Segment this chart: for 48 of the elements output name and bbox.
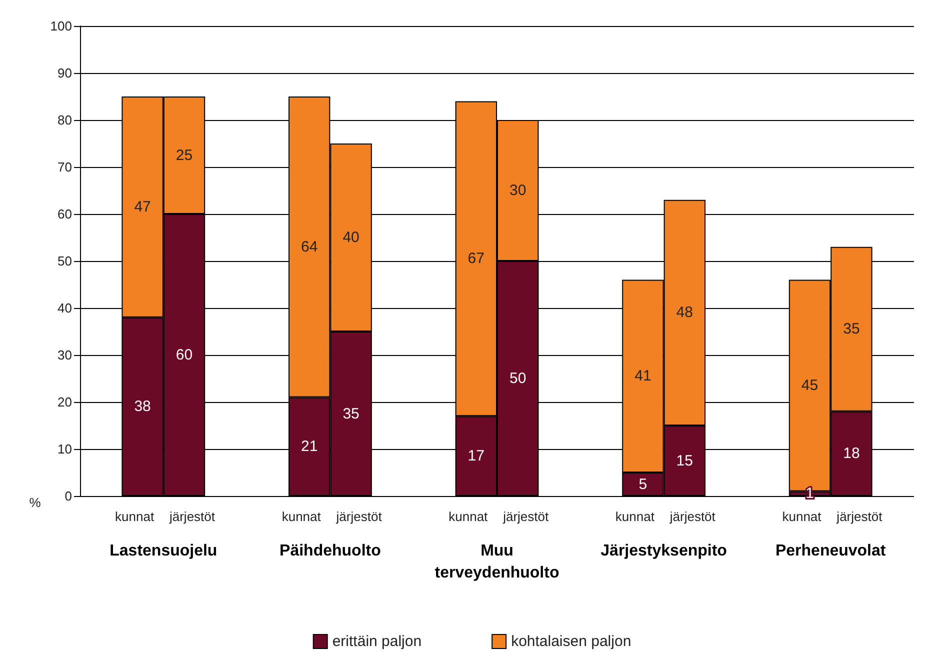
data-label: 48 (676, 304, 693, 322)
data-label: 41 (634, 368, 652, 385)
data-label: 38 (134, 398, 151, 416)
data-label: 50 (510, 370, 526, 387)
y-tick-label: 50 (58, 254, 72, 268)
x-tick-label: järjestöt (836, 509, 883, 524)
y-tick-label: 60 (58, 206, 72, 222)
data-label: 30 (510, 182, 526, 199)
data-label: 40 (342, 229, 360, 246)
data-label: 47 (134, 198, 151, 216)
text: Päihdehuolto (280, 542, 382, 560)
text: Muu terveydenhuolto (434, 542, 560, 582)
y-tick-label: 10 (58, 442, 72, 456)
legend-label: kohtalaisen paljon (511, 633, 632, 650)
data-label: 35 (843, 320, 860, 338)
text: Lastensuojelu (110, 542, 218, 560)
x-tick-label: järjestöt (502, 509, 549, 524)
y-tick-label: 30 (58, 348, 72, 362)
y-tick-label: 100 (50, 18, 72, 34)
text: Perheneuvolat (775, 542, 886, 560)
x-tick-label: kunnat (115, 509, 154, 524)
data-label: 60 (176, 346, 193, 364)
x-tick-label: kunnat (615, 509, 655, 524)
y-tick-label: 0 (64, 488, 72, 504)
data-label: 64 (301, 238, 318, 256)
x-tick-label: järjestöt (335, 509, 382, 524)
y-tick-label: 20 (58, 394, 72, 410)
data-label: 45 (801, 377, 818, 394)
data-label: 15 (676, 452, 693, 470)
data-label: 25 (176, 146, 193, 164)
x-tick-label: kunnat (448, 509, 488, 524)
x-tick-label: kunnat (782, 509, 822, 524)
data-label: 21 (301, 438, 318, 456)
legend-label: erittäin paljon (332, 633, 422, 650)
y-tick-label: 80 (58, 112, 72, 128)
y-tick-label: 90 (58, 66, 72, 80)
x-tick-label: järjestöt (168, 509, 216, 524)
y-tick-label: 40 (58, 300, 72, 316)
y-axis-title: % (29, 495, 42, 510)
text: Järjestyksenpito (600, 542, 728, 560)
data-label: 35 (342, 405, 360, 422)
x-tick-label: kunnat (282, 509, 322, 524)
data-label: 17 (468, 448, 484, 465)
data-label: 67 (468, 250, 484, 268)
y-tick-label: 70 (58, 160, 72, 174)
x-tick-label: järjestöt (668, 509, 716, 524)
data-label: 5 (638, 476, 648, 493)
data-label: 18 (843, 445, 860, 462)
